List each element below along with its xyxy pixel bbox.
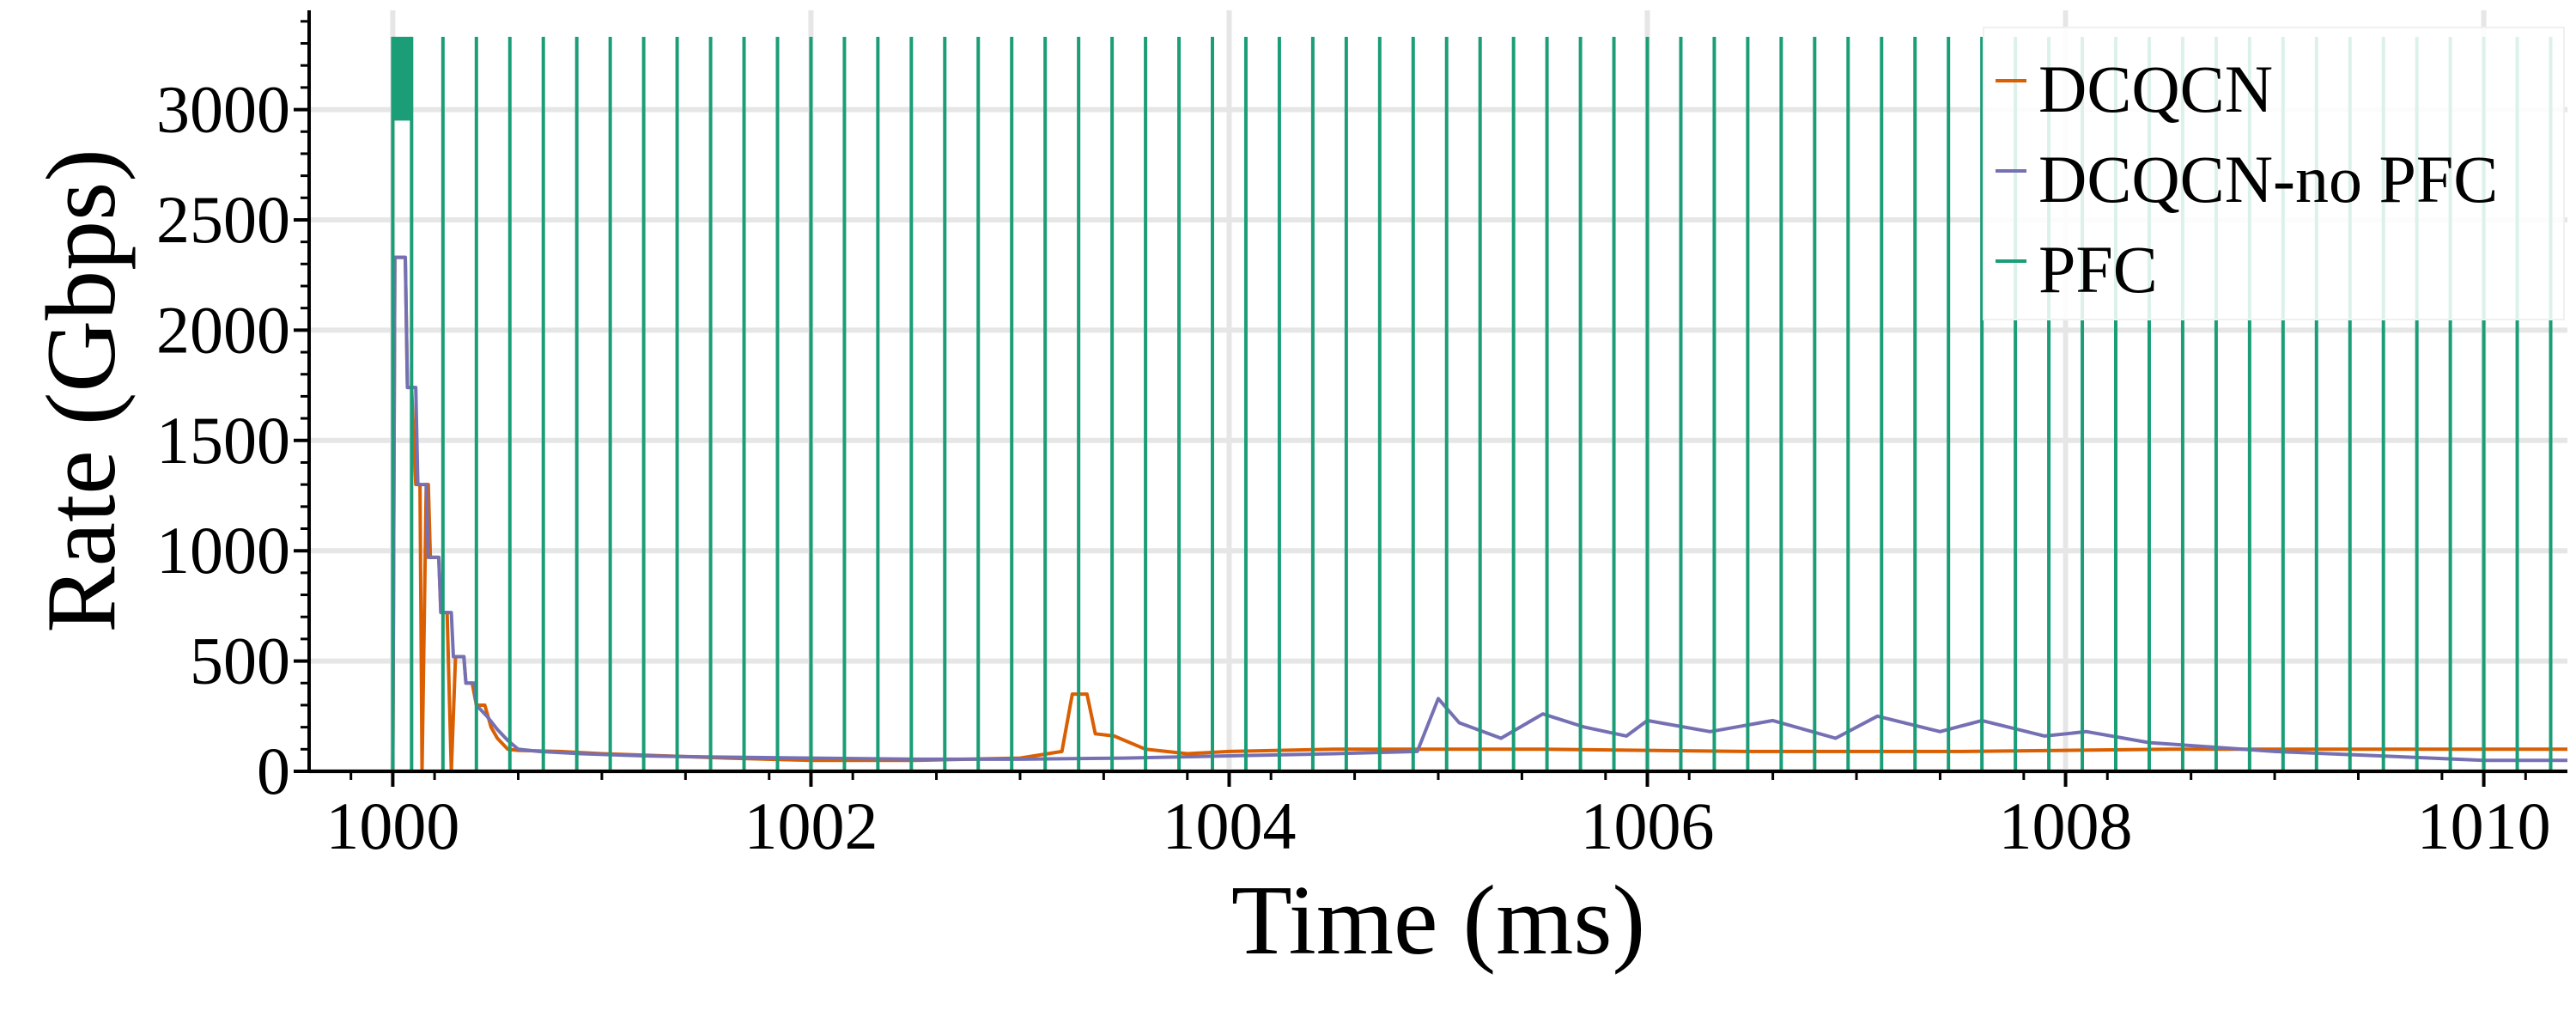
y-tick-label: 1500 xyxy=(156,403,290,478)
series-dcqcn-no-pfc xyxy=(309,255,2567,773)
x-tick-label: 1000 xyxy=(325,788,459,863)
y-tick-label: 3000 xyxy=(156,72,290,147)
y-tick-label: 2500 xyxy=(156,182,290,257)
legend-label: PFC xyxy=(2038,232,2158,307)
y-axis-title: Rate (Gbps) xyxy=(27,149,137,633)
y-tick-label: 2000 xyxy=(156,292,290,367)
legend-box xyxy=(1983,27,2565,320)
x-tick-label: 1006 xyxy=(1581,788,1715,863)
axes xyxy=(294,10,2567,787)
tick-labels: 1000 1002 1004 1006 1008 1010 0 500 1000 1500 2000… xyxy=(156,72,2551,863)
legend-label: DCQCN xyxy=(2038,52,2273,126)
x-tick-label: 1002 xyxy=(744,788,878,863)
legend-label: DCQCN-no PFC xyxy=(2038,142,2498,216)
series-dcqcn xyxy=(309,255,2567,773)
y-tick-label: 500 xyxy=(190,624,290,698)
x-tick-label: 1004 xyxy=(1162,788,1296,863)
legend: DCQCN DCQCN-no PFC PFC xyxy=(1983,27,2565,320)
x-axis-title: Time (ms) xyxy=(1231,866,1645,976)
y-tick-label: 0 xyxy=(257,734,290,808)
y-tick-label: 1000 xyxy=(156,513,290,588)
x-tick-label: 1008 xyxy=(1999,788,2133,863)
x-tick-label: 1010 xyxy=(2417,788,2551,863)
pfc-initial-block xyxy=(392,36,412,121)
